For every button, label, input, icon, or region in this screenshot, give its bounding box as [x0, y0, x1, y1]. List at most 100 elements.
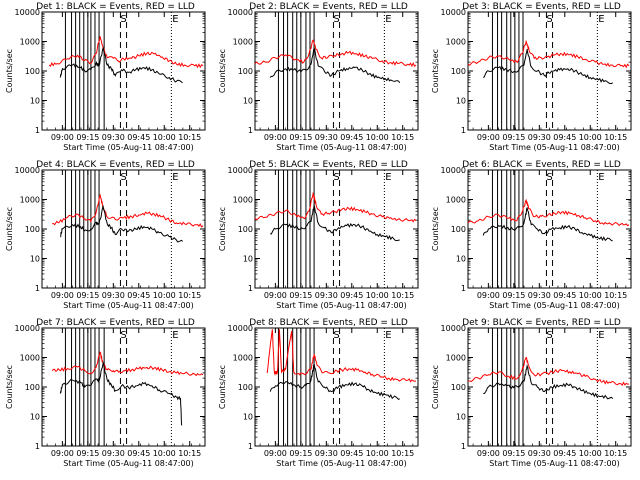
events-series-line [59, 47, 183, 84]
events-series-line [269, 46, 401, 83]
x-tick-label: 09:45 [340, 133, 363, 142]
x-axis-label: Start Time (05-Aug-11 08:47:00) [63, 459, 194, 468]
x-tick-label: 10:00 [366, 449, 389, 458]
x-tick-label: 10:00 [153, 291, 176, 300]
panel-det-2: Det 2: BLACK = Events, RED = LLD 1 10 100 10… [218, 2, 419, 152]
s-marker-label: S [120, 14, 126, 25]
plot-frame [41, 11, 206, 131]
x-tick-label: 09:45 [553, 449, 576, 458]
y-tick-label: 100 [451, 225, 466, 234]
y-tick-label: 100 [451, 67, 466, 76]
panel-det-3: Det 3: BLACK = Events, RED = LLD 1 10 100 10… [431, 2, 632, 152]
x-tick-label: 10:15 [391, 291, 414, 300]
panel-det-1: Det 1: BLACK = Events, RED = LLD 1 10 100 10… [5, 2, 206, 152]
events-series-line [483, 364, 614, 400]
s-marker-label: S [333, 14, 339, 25]
events-series-line [269, 363, 400, 401]
y-axis-label: Counts/sec [5, 49, 14, 93]
e-marker-label: E [172, 14, 178, 25]
x-axis-label: Start Time (05-Aug-11 08:47:00) [489, 143, 620, 152]
x-tick-label: 09:00 [477, 449, 500, 458]
x-tick-label: 09:30 [102, 449, 125, 458]
y-tick-label: 1 [248, 126, 253, 135]
x-axis-label: Start Time (05-Aug-11 08:47:00) [276, 301, 407, 310]
y-tick-label: 10 [243, 413, 253, 422]
y-axis-label: Counts/sec [218, 207, 227, 251]
y-tick-label: 10 [456, 255, 466, 264]
x-tick-label: 09:30 [102, 291, 125, 300]
panel-title: Det 3: BLACK = Events, RED = LLD [462, 2, 621, 12]
y-tick-label: 1 [248, 442, 253, 451]
s-marker-label: S [546, 330, 552, 341]
y-tick-label: 10 [456, 413, 466, 422]
x-tick-label: 10:15 [178, 291, 201, 300]
y-tick-label: 100 [238, 383, 253, 392]
y-axis-label: Counts/sec [431, 365, 440, 409]
y-tick-label: 1 [461, 284, 466, 293]
y-tick-label: 1 [461, 442, 466, 451]
x-tick-label: 10:00 [579, 449, 602, 458]
x-tick-label: 09:30 [528, 449, 551, 458]
lld-series-line [254, 39, 417, 68]
y-tick-label: 1000 [446, 196, 466, 205]
y-tick-label: 1 [35, 126, 40, 135]
x-tick-label: 09:00 [51, 133, 74, 142]
y-tick-label: 10000 [441, 166, 466, 175]
x-tick-label: 09:45 [340, 291, 363, 300]
x-tick-label: 09:00 [264, 449, 287, 458]
y-tick-label: 10000 [228, 324, 253, 333]
y-tick-label: 10 [243, 255, 253, 264]
events-series-line [482, 206, 613, 242]
x-tick-label: 10:00 [366, 133, 389, 142]
y-axis-label: Counts/sec [431, 49, 440, 93]
y-tick-label: 1000 [446, 38, 466, 47]
x-tick-label: 09:00 [51, 291, 74, 300]
x-tick-label: 09:15 [289, 291, 312, 300]
x-tick-label: 09:15 [502, 291, 525, 300]
lld-series-line [51, 351, 204, 377]
x-tick-label: 09:45 [127, 133, 150, 142]
e-marker-label: E [385, 172, 391, 183]
x-tick-label: 09:45 [127, 291, 150, 300]
y-tick-label: 1000 [233, 354, 253, 363]
x-tick-label: 10:15 [391, 133, 414, 142]
e-marker-label: E [172, 172, 178, 183]
y-tick-label: 10000 [228, 8, 253, 17]
y-tick-label: 1000 [20, 196, 40, 205]
x-tick-label: 10:15 [178, 133, 201, 142]
plot-frame [41, 169, 206, 289]
x-tick-label: 10:00 [579, 133, 602, 142]
x-tick-label: 09:45 [340, 449, 363, 458]
s-marker-label: S [546, 14, 552, 25]
x-tick-label: 09:30 [528, 291, 551, 300]
x-tick-label: 09:00 [477, 133, 500, 142]
panel-title: Det 9: BLACK = Events, RED = LLD [462, 318, 621, 328]
y-tick-label: 1000 [233, 38, 253, 47]
y-tick-label: 10000 [441, 324, 466, 333]
x-tick-label: 09:00 [51, 449, 74, 458]
y-tick-label: 10 [30, 97, 40, 106]
x-tick-label: 09:45 [553, 291, 576, 300]
panel-det-9: Det 9: BLACK = Events, RED = LLD 1 10 100 10… [431, 318, 632, 468]
y-axis-label: Counts/sec [218, 49, 227, 93]
lld-series-line [467, 198, 630, 227]
panel-det-4: Det 4: BLACK = Events, RED = LLD 1 10 100 10… [5, 160, 206, 310]
x-tick-label: 09:30 [315, 133, 338, 142]
panel-title: Det 4: BLACK = Events, RED = LLD [36, 160, 195, 170]
y-axis-label: Counts/sec [218, 365, 227, 409]
x-tick-label: 09:15 [76, 291, 99, 300]
panel-title: Det 2: BLACK = Events, RED = LLD [249, 2, 408, 12]
events-series-line [270, 204, 400, 242]
y-tick-label: 100 [25, 383, 40, 392]
x-tick-label: 10:15 [604, 449, 627, 458]
panel-det-7: Det 7: BLACK = Events, RED = LLD 1 10 100 10… [5, 318, 206, 468]
x-axis-label: Start Time (05-Aug-11 08:47:00) [276, 143, 407, 152]
x-tick-label: 09:15 [76, 449, 99, 458]
y-tick-label: 10 [30, 413, 40, 422]
panel-title: Det 6: BLACK = Events, RED = LLD [462, 160, 621, 170]
lld-series-line [468, 356, 629, 387]
panel-det-8: Det 8: BLACK = Events, RED = LLD 1 10 100 10… [218, 318, 419, 468]
x-tick-label: 10:00 [579, 291, 602, 300]
x-tick-label: 09:30 [102, 133, 125, 142]
